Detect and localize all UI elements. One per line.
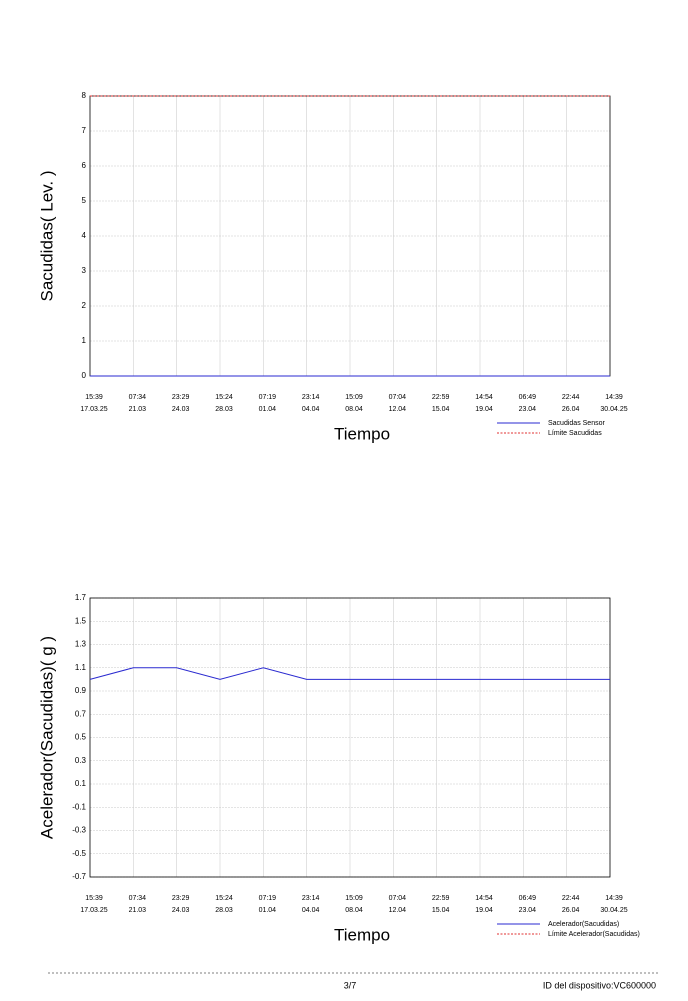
x-tick-date: 26.04 (562, 406, 580, 413)
legend-label: Sacudidas Sensor (548, 420, 605, 427)
legend-label: Límite Acelerador(Sacudidas) (548, 931, 640, 938)
plot-frame (89, 597, 611, 878)
x-tick-date: 24.03 (172, 406, 190, 413)
x-tick-time: 06:49 (519, 394, 537, 401)
x-axis-title: Tiempo (334, 424, 390, 443)
page-number: 3/7 (344, 980, 357, 990)
y-tick-label: 0 (82, 371, 87, 380)
y-tick-label: 1.1 (75, 663, 87, 672)
x-tick-time: 15:09 (345, 895, 363, 902)
x-tick-date: 04.04 (302, 907, 320, 914)
x-tick-date: 21.03 (129, 907, 147, 914)
x-tick-date: 17.03.25 (80, 907, 107, 914)
x-tick-date: 15.04 (432, 406, 450, 413)
x-tick-date: 30.04.25 (600, 406, 627, 413)
x-tick-time: 14:54 (475, 895, 493, 902)
y-tick-label: 1.3 (75, 640, 87, 649)
x-axis-title: Tiempo (334, 925, 390, 944)
x-tick-time: 07:19 (259, 895, 277, 902)
y-tick-label: 1.7 (75, 593, 87, 602)
x-tick-time: 07:04 (389, 394, 407, 401)
x-tick-time: 07:04 (389, 895, 407, 902)
y-tick-label: 5 (82, 196, 87, 205)
y-tick-label: 6 (82, 161, 87, 170)
x-tick-time: 22:59 (432, 895, 450, 902)
x-tick-time: 15:24 (215, 895, 233, 902)
x-tick-date: 12.04 (389, 907, 407, 914)
x-tick-date: 26.04 (562, 907, 580, 914)
x-tick-date: 23.04 (519, 907, 537, 914)
x-tick-date: 21.03 (129, 406, 147, 413)
x-tick-date: 23.04 (519, 406, 537, 413)
y-tick-label: 0.1 (75, 779, 87, 788)
x-tick-time: 22:44 (562, 394, 580, 401)
x-tick-date: 28.03 (215, 907, 233, 914)
y-tick-label: -0.1 (72, 802, 86, 811)
x-tick-time: 06:49 (519, 895, 537, 902)
y-axis-title: Acelerador(Sacudidas)( g ) (37, 636, 56, 839)
x-tick-date: 24.03 (172, 907, 190, 914)
y-tick-label: 4 (82, 231, 87, 240)
x-tick-date: 19.04 (475, 406, 493, 413)
y-tick-label: 0.3 (75, 756, 87, 765)
x-tick-time: 15:39 (85, 895, 103, 902)
x-tick-time: 23:14 (302, 895, 320, 902)
device-id: ID del dispositivo:VC600000 (543, 980, 656, 990)
x-tick-date: 01.04 (259, 907, 277, 914)
x-tick-time: 14:39 (605, 895, 623, 902)
y-tick-label: 8 (82, 91, 87, 100)
x-tick-date: 08.04 (345, 907, 363, 914)
x-tick-date: 30.04.25 (600, 907, 627, 914)
legend-label: Límite Sacudidas (548, 430, 602, 437)
y-tick-label: 0.9 (75, 686, 87, 695)
y-tick-label: 0.5 (75, 733, 87, 742)
x-tick-time: 22:59 (432, 394, 450, 401)
x-tick-date: 01.04 (259, 406, 277, 413)
y-tick-label: -0.3 (72, 826, 86, 835)
x-tick-date: 04.04 (302, 406, 320, 413)
x-tick-time: 07:19 (259, 394, 277, 401)
x-tick-time: 07:34 (129, 394, 147, 401)
x-tick-time: 15:39 (85, 394, 103, 401)
x-tick-time: 23:14 (302, 394, 320, 401)
y-tick-label: 1 (82, 336, 87, 345)
y-tick-label: 7 (82, 126, 87, 135)
legend-label: Acelerador(Sacudidas) (548, 921, 619, 928)
y-tick-label: 1.5 (75, 616, 87, 625)
y-axis-title: Sacudidas( Lev. ) (37, 170, 56, 301)
x-tick-time: 15:09 (345, 394, 363, 401)
series-line (89, 667, 610, 680)
x-tick-time: 07:34 (129, 895, 147, 902)
x-tick-date: 15.04 (432, 907, 450, 914)
y-tick-label: 2 (82, 301, 87, 310)
y-tick-label: -0.5 (72, 849, 86, 858)
x-tick-time: 14:54 (475, 394, 493, 401)
y-tick-label: 3 (82, 266, 87, 275)
x-tick-time: 15:24 (215, 394, 233, 401)
y-tick-label: -0.7 (72, 872, 86, 881)
x-tick-time: 23:29 (172, 895, 190, 902)
x-tick-date: 08.04 (345, 406, 363, 413)
x-tick-date: 28.03 (215, 406, 233, 413)
x-tick-time: 14:39 (605, 394, 623, 401)
x-tick-time: 22:44 (562, 895, 580, 902)
y-tick-label: 0.7 (75, 709, 87, 718)
x-tick-time: 23:29 (172, 394, 190, 401)
x-tick-date: 19.04 (475, 907, 493, 914)
x-tick-date: 12.04 (389, 406, 407, 413)
x-tick-date: 17.03.25 (80, 406, 107, 413)
